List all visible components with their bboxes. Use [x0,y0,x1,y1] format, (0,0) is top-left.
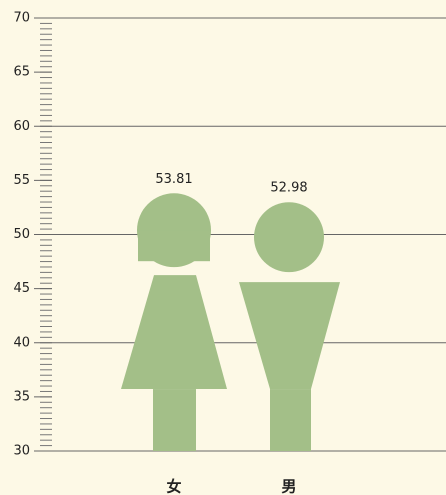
y-tick-label: 50 [13,227,30,242]
x-tick-label: 女 [166,478,181,495]
value-label: 52.98 [270,181,307,196]
y-tick-label: 55 [13,173,30,188]
y-tick-label: 70 [13,11,30,26]
hair [138,230,210,262]
legs [153,389,196,451]
y-tick-label: 45 [13,281,30,296]
dress [121,275,227,390]
figure [239,202,340,451]
figure [121,193,227,451]
y-tick-label: 35 [13,389,30,404]
torso [239,282,340,390]
legs [270,389,311,451]
value-label: 53.81 [155,172,192,187]
head [254,202,324,273]
y-tick-label: 30 [13,444,30,459]
y-tick-label: 65 [13,65,30,80]
y-tick-label: 40 [13,335,30,350]
y-tick-label: 60 [13,119,30,134]
x-tick-label: 男 [281,478,296,495]
